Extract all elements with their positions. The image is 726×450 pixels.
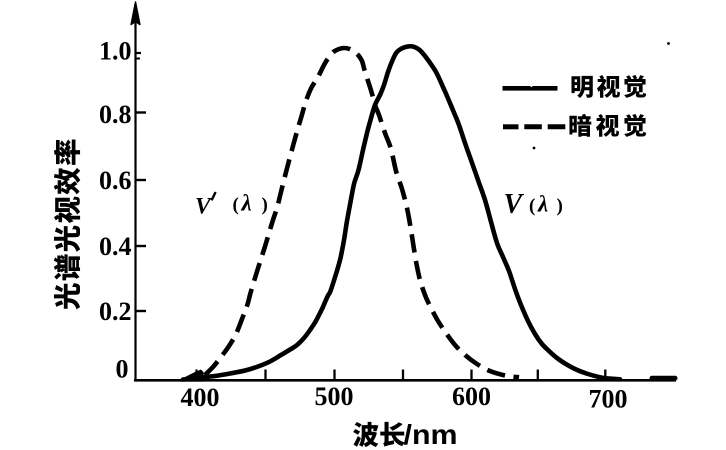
- svg-text:): ): [262, 195, 268, 216]
- svg-text:(: (: [529, 196, 535, 217]
- svg-text:0.2: 0.2: [99, 297, 132, 326]
- svg-text:1.0: 1.0: [99, 37, 132, 66]
- svg-text:/nm: /nm: [404, 419, 458, 450]
- svg-text:0.4: 0.4: [99, 232, 132, 261]
- svg-text:λ: λ: [537, 192, 548, 217]
- svg-text:400: 400: [181, 383, 220, 412]
- svg-text:0.8: 0.8: [99, 100, 132, 129]
- svg-text:500: 500: [315, 382, 354, 411]
- svg-text:600: 600: [452, 382, 491, 411]
- svg-text:V: V: [504, 189, 525, 220]
- svg-text:λ: λ: [241, 191, 252, 216]
- svg-text:): ): [557, 196, 563, 217]
- svg-text:700: 700: [589, 385, 628, 414]
- svg-text:V: V: [195, 194, 213, 220]
- svg-text:(: (: [233, 195, 239, 216]
- svg-text:0.6: 0.6: [99, 166, 132, 195]
- svg-text:0: 0: [116, 354, 129, 383]
